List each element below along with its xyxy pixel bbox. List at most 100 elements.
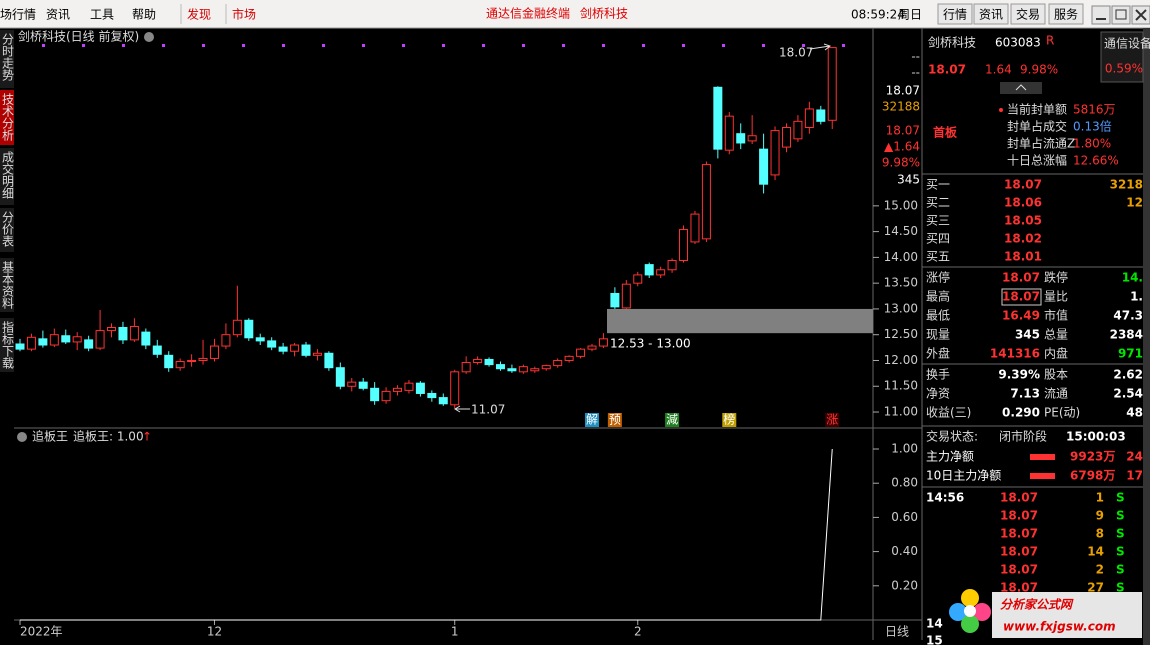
restore-button[interactable]	[1111, 5, 1131, 25]
price-info: 9.98%	[882, 156, 920, 170]
bid-volume: 12	[1126, 196, 1143, 210]
candle-body	[209, 345, 219, 359]
candle-body	[267, 340, 277, 348]
stat-value: 7.13	[1010, 387, 1040, 401]
x-label: 2	[634, 625, 642, 639]
stat-highlight	[1001, 288, 1042, 306]
menu-item[interactable]: 工具	[90, 8, 114, 22]
stock-name: 剑桥科技	[928, 35, 976, 50]
menu-item[interactable]: 市场	[232, 7, 256, 22]
x-label: 1	[451, 625, 459, 639]
candle-body	[324, 352, 334, 369]
candle-body	[118, 326, 128, 341]
flow-extra: 24	[1126, 450, 1143, 464]
candle-body	[427, 392, 437, 399]
pane-menu-icon	[144, 32, 154, 42]
stat-value: 16.49	[1002, 309, 1040, 323]
close-icon	[1135, 9, 1147, 21]
flow-label: 10日主力净额	[926, 469, 1001, 483]
candle-body	[679, 229, 689, 261]
candle-body	[827, 47, 837, 121]
signal-dot	[362, 44, 365, 47]
stat-label: 流通	[1044, 387, 1068, 401]
stat-value: 971	[1118, 347, 1143, 361]
candle-body	[358, 381, 368, 389]
low-arrow	[454, 405, 470, 413]
candle-body	[724, 115, 734, 151]
y-tick-label: 11.00	[884, 405, 918, 419]
candle-body	[15, 343, 25, 350]
stat-value: 18.07	[1002, 290, 1040, 304]
menu-button-label: 资讯	[979, 8, 1003, 22]
menu-item[interactable]: 发现	[187, 7, 211, 22]
flow-value: 9923万	[1070, 450, 1115, 464]
logo-petal	[961, 589, 979, 607]
signal-dot	[602, 44, 605, 47]
tick-side: S	[1116, 509, 1125, 523]
candle-body	[644, 264, 654, 276]
side-tab[interactable]	[0, 258, 14, 312]
minimize-button[interactable]	[1091, 5, 1111, 25]
tick-time: 14:56	[926, 491, 964, 505]
side-tab[interactable]	[0, 208, 14, 252]
bid-price: 18.01	[1004, 250, 1042, 264]
signal-dot	[82, 44, 85, 47]
signal-dot	[802, 44, 805, 47]
change: 1.64	[985, 63, 1012, 77]
y-tick-label: 0.60	[891, 510, 918, 524]
menu-button[interactable]	[1048, 3, 1084, 25]
signal-badge	[825, 413, 840, 427]
stat-label: 涨停	[926, 270, 950, 285]
side-tab[interactable]	[0, 318, 14, 372]
seal-label: 封单占成交	[1007, 119, 1067, 134]
signal-dot	[322, 44, 325, 47]
restore-icon	[1115, 9, 1127, 20]
candle-body	[816, 109, 826, 122]
stat-value: 9.39%	[998, 368, 1040, 382]
price-info: 32188	[882, 100, 920, 114]
tick-side: S	[1116, 581, 1125, 595]
stat-label: 现量	[926, 328, 950, 342]
signal-dot	[642, 44, 645, 47]
stat-value: 18.07	[1002, 271, 1040, 285]
indicator-arrow: ↑	[142, 430, 152, 444]
stat-label: 净资	[926, 387, 950, 401]
y-tick-label: 0.20	[891, 578, 918, 592]
tick-tail: 15	[926, 634, 943, 645]
flow-extra: 17	[1126, 469, 1143, 483]
candle-body	[312, 352, 322, 356]
scrollbar[interactable]	[1143, 28, 1150, 645]
signal-dot	[842, 44, 845, 47]
candle-body	[553, 359, 563, 367]
menu-item[interactable]: 场行情	[0, 8, 36, 22]
side-tab[interactable]	[0, 30, 14, 88]
collapse-button[interactable]	[1000, 82, 1042, 94]
high-arrow	[809, 43, 832, 51]
tick-volume: 14	[1087, 545, 1104, 559]
menu-item[interactable]: 资讯	[46, 8, 70, 22]
menu-button[interactable]	[973, 3, 1009, 25]
stat-value: 48	[1126, 406, 1143, 420]
menu-button[interactable]	[1010, 3, 1046, 25]
price-info: 18.07	[886, 124, 920, 138]
side-tab[interactable]	[0, 90, 14, 145]
y-tick-label: 0.80	[891, 476, 918, 490]
menu-item[interactable]: 帮助	[132, 8, 156, 22]
signal-badge	[585, 413, 599, 427]
pane-menu-icon	[17, 432, 27, 442]
side-tab-label: 分价表	[1, 211, 15, 247]
side-tab[interactable]	[0, 148, 14, 205]
signal-label: 解	[586, 413, 598, 427]
menu-button[interactable]	[937, 3, 973, 25]
signal-dot	[722, 44, 725, 47]
candle-body	[61, 335, 71, 343]
candle-body	[541, 365, 551, 370]
sector-change: 0.59%	[1105, 62, 1143, 76]
signal-dot	[522, 44, 525, 47]
candle-body	[198, 357, 208, 361]
side-tab-label: 技术分析	[1, 93, 15, 142]
candle-body	[244, 319, 254, 339]
candle-body	[781, 127, 791, 148]
seal-value: 0.13倍	[1073, 119, 1112, 134]
